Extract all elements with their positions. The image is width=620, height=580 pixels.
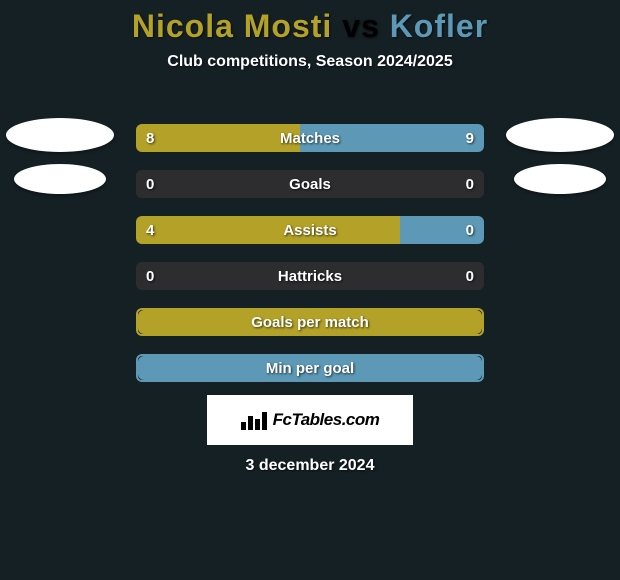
stat-label: Hattricks bbox=[136, 262, 484, 290]
source-badge: FcTables.com bbox=[207, 395, 413, 445]
stat-fill-p1 bbox=[136, 216, 400, 244]
player2-name: Kofler bbox=[390, 8, 488, 44]
avatar-oval bbox=[506, 118, 614, 152]
stat-value-p2: 0 bbox=[456, 170, 484, 198]
avatar-oval bbox=[514, 164, 606, 194]
avatar-oval bbox=[6, 118, 114, 152]
stat-value-p2: 0 bbox=[456, 216, 484, 244]
stat-row: Goals per match bbox=[136, 308, 484, 336]
player1-avatar bbox=[6, 118, 114, 226]
stat-fill-full bbox=[138, 310, 482, 334]
stat-row: Min per goal bbox=[136, 354, 484, 382]
avatar-oval bbox=[14, 164, 106, 194]
stat-row: 89Matches bbox=[136, 124, 484, 152]
subtitle: Club competitions, Season 2024/2025 bbox=[0, 53, 620, 71]
stat-row: 0 0Goals bbox=[136, 170, 484, 198]
page-title: Nicola Mosti vs Kofler bbox=[0, 0, 620, 45]
stat-value-p1: 8 bbox=[136, 124, 164, 152]
stat-label: Goals bbox=[136, 170, 484, 198]
comparison-card: Nicola Mosti vs Kofler Club competitions… bbox=[0, 0, 620, 580]
stat-value-p2: 9 bbox=[456, 124, 484, 152]
stat-row: 40Assists bbox=[136, 216, 484, 244]
vs-text: vs bbox=[342, 8, 380, 44]
stat-value-p1: 0 bbox=[136, 170, 164, 198]
stat-value-p1: 4 bbox=[136, 216, 164, 244]
source-badge-text: FcTables.com bbox=[273, 410, 380, 430]
stats-container: 89Matches00Goals40Assists00HattricksGoal… bbox=[136, 124, 484, 400]
player2-avatar bbox=[506, 118, 614, 226]
player1-name: Nicola Mosti bbox=[132, 8, 332, 44]
stat-value-p2: 0 bbox=[456, 262, 484, 290]
stat-row: 0 0Hattricks bbox=[136, 262, 484, 290]
date-text: 3 december 2024 bbox=[0, 457, 620, 475]
stat-fill-full bbox=[138, 356, 482, 380]
stat-value-p1: 0 bbox=[136, 262, 164, 290]
chart-icon bbox=[241, 410, 267, 430]
